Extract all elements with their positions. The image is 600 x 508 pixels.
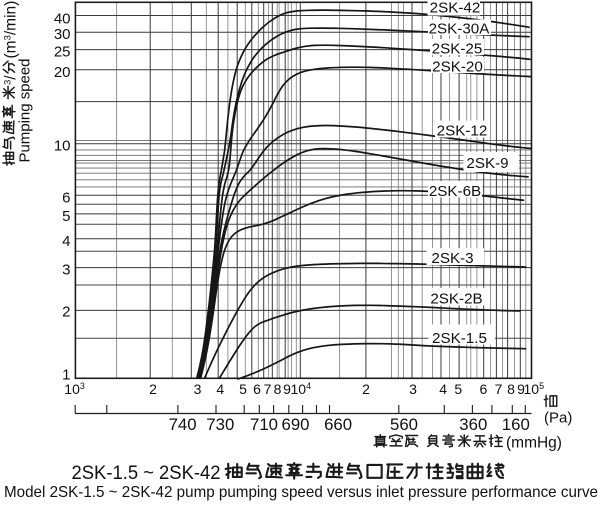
svg-text:160: 160 — [502, 415, 530, 434]
svg-text:4: 4 — [439, 381, 447, 397]
svg-text:2: 2 — [362, 381, 370, 397]
svg-text:(m3/min): (m3/min) — [3, 1, 20, 59]
svg-text:Model 2SK-1.5 ~ 2SK-42 pump pu: Model 2SK-1.5 ~ 2SK-42 pump pumping spee… — [4, 484, 598, 501]
svg-text:2SK-12: 2SK-12 — [437, 123, 488, 140]
svg-text:104: 104 — [291, 381, 312, 397]
svg-text:103: 103 — [64, 381, 85, 397]
svg-text:710: 710 — [250, 415, 278, 434]
svg-text:25: 25 — [54, 43, 71, 60]
svg-text:10: 10 — [54, 137, 71, 154]
svg-text:2SK-20: 2SK-20 — [432, 59, 483, 76]
svg-text:2SK-3: 2SK-3 — [431, 250, 473, 267]
svg-text:3: 3 — [194, 381, 202, 397]
svg-text:Pumping speed: Pumping speed — [17, 59, 34, 163]
svg-text:360: 360 — [459, 415, 487, 434]
svg-text:2SK-1.5 ~ 2SK-42: 2SK-1.5 ~ 2SK-42 — [72, 462, 221, 484]
svg-text:730: 730 — [206, 415, 234, 434]
svg-text:4: 4 — [62, 233, 70, 250]
svg-text:6: 6 — [253, 381, 261, 397]
svg-text:660: 660 — [324, 415, 352, 434]
svg-text:2: 2 — [62, 303, 70, 320]
svg-text:2SK-1.5: 2SK-1.5 — [432, 330, 487, 347]
svg-text:2SK-25: 2SK-25 — [432, 41, 483, 58]
svg-text:5: 5 — [454, 381, 462, 397]
svg-text:560: 560 — [390, 415, 418, 434]
svg-text:7: 7 — [264, 381, 272, 397]
svg-text:5: 5 — [62, 208, 70, 225]
svg-text:(mmHg): (mmHg) — [506, 435, 562, 452]
svg-text:(Pa): (Pa) — [544, 410, 572, 427]
svg-text:2SK-2B: 2SK-2B — [430, 291, 482, 308]
svg-text:5: 5 — [239, 381, 247, 397]
svg-text:2SK-6B: 2SK-6B — [429, 183, 481, 200]
svg-text:9: 9 — [517, 381, 525, 397]
svg-text:9: 9 — [283, 381, 291, 397]
svg-text:3: 3 — [409, 381, 417, 397]
svg-text:3: 3 — [62, 261, 70, 278]
svg-text:740: 740 — [169, 415, 197, 434]
svg-text:6: 6 — [62, 189, 70, 206]
svg-text:8: 8 — [274, 381, 282, 397]
svg-text:2SK-42: 2SK-42 — [430, 0, 481, 17]
svg-text:20: 20 — [54, 64, 71, 81]
svg-text:8: 8 — [507, 381, 515, 397]
svg-text:3/: 3/ — [3, 75, 20, 85]
svg-text:1: 1 — [62, 366, 70, 383]
svg-text:40: 40 — [54, 10, 71, 27]
svg-text:4: 4 — [216, 381, 224, 397]
svg-text:2: 2 — [149, 381, 157, 397]
svg-text:2SK-30A: 2SK-30A — [429, 21, 491, 38]
svg-text:30: 30 — [54, 26, 71, 43]
svg-text:690: 690 — [282, 415, 310, 434]
svg-text:6: 6 — [480, 381, 488, 397]
svg-text:7: 7 — [495, 381, 503, 397]
svg-text:2SK-9: 2SK-9 — [466, 155, 508, 172]
svg-text:105: 105 — [524, 381, 545, 397]
